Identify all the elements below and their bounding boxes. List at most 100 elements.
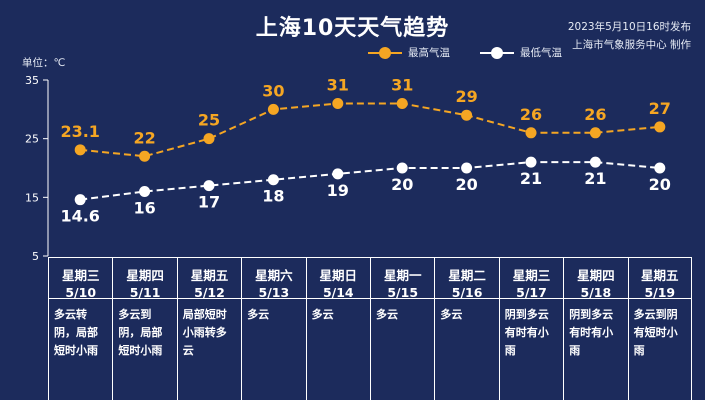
data-label-low: 16 [133, 198, 155, 217]
data-point-high [203, 133, 215, 145]
data-point-low [267, 174, 279, 186]
data-point-low [589, 156, 601, 168]
day-column: 星期五 5/12 局部短时小雨转多云 [176, 257, 241, 400]
data-label-high: 29 [455, 87, 477, 106]
date-label: 5/12 [194, 285, 225, 300]
date-label: 5/14 [322, 285, 354, 300]
date-label: 5/15 [387, 285, 419, 300]
data-point-high [396, 97, 408, 109]
weather-text: 多云 [440, 308, 463, 321]
legend-item-low: 最低气温 [480, 45, 562, 60]
data-label-high: 25 [198, 111, 220, 130]
publisher: 上海市气象服务中心 制作 [572, 39, 691, 51]
date-label: 5/16 [451, 285, 483, 300]
data-label-low: 20 [455, 175, 477, 194]
publish-time: 2023年5月10日16时发布 [567, 21, 691, 33]
data-point-low [332, 168, 344, 180]
weather-text: 多云到阴有短时小雨 [633, 308, 678, 357]
data-point-high [332, 97, 344, 109]
data-point-low [139, 185, 151, 197]
day-column: 星期五 5/19 多云到阴有短时小雨 [627, 257, 692, 400]
date-label: 5/10 [65, 285, 97, 300]
legend: 最高气温 最低气温 [368, 45, 592, 60]
day-column: 星期三 5/17 阴到多云有时有小雨 [498, 257, 563, 400]
y-tick-label: 25 [25, 133, 39, 146]
weekday-label: 星期三 [61, 268, 100, 283]
data-label-high: 31 [327, 75, 349, 94]
data-point-high [139, 150, 151, 162]
data-label-high: 30 [262, 81, 284, 100]
data-point-high [74, 144, 86, 156]
date-label: 5/19 [644, 285, 676, 300]
series-line-high [80, 102, 660, 158]
data-point-low [74, 194, 86, 206]
data-label-low: 20 [391, 175, 413, 194]
data-label-low: 21 [584, 169, 606, 188]
weather-text: 阴到多云有时有小雨 [569, 308, 614, 357]
data-label-high: 31 [391, 75, 413, 94]
data-label-low: 14.6 [60, 207, 99, 226]
data-point-low [203, 180, 215, 192]
y-tick-label: 35 [25, 74, 39, 87]
day-column: 星期四 5/18 阴到多云有时有小雨 [563, 257, 627, 400]
data-label-low: 18 [262, 187, 284, 206]
data-label-low: 20 [649, 175, 671, 194]
legend-symbol-low [480, 46, 514, 59]
data-label-low: 21 [520, 169, 542, 188]
weekday-label: 星期六 [255, 268, 293, 283]
data-point-low [396, 162, 408, 174]
data-point-high [461, 109, 473, 121]
weekday-label: 星期五 [641, 268, 679, 283]
data-point-high [654, 121, 666, 133]
day-column: 星期日 5/14 多云 [305, 257, 370, 400]
data-point-low [654, 162, 666, 174]
day-column: 星期三 5/10 多云转阴，局部短时小雨 [48, 257, 112, 400]
publish-info: 2023年5月10日16时发布 上海市气象服务中心 制作 [491, 18, 691, 54]
legend-label-high: 最高气温 [408, 47, 450, 59]
weekday-label: 星期四 [577, 268, 615, 283]
weekday-label: 星期五 [190, 268, 229, 283]
data-point-low [461, 162, 473, 174]
data-label-high: 26 [584, 105, 606, 124]
data-label-high: 26 [520, 105, 542, 124]
weekday-label: 星期二 [448, 268, 486, 283]
data-label-high: 23.1 [60, 122, 99, 141]
legend-label-low: 最低气温 [520, 47, 562, 59]
data-point-low [525, 156, 537, 168]
y-tick-label: 5 [32, 250, 39, 263]
weather-text: 局部短时小雨转多云 [182, 308, 227, 357]
data-label-low: 17 [198, 193, 220, 212]
weekday-label: 星期三 [512, 268, 551, 283]
forecast-table: 星期三 5/10 多云转阴，局部短时小雨 星期四 5/11 多云到阴，局部短时小雨 星期五 5… [48, 257, 692, 400]
data-label-high: 22 [133, 128, 155, 147]
y-tick-label: 15 [25, 191, 39, 204]
date-label: 5/11 [129, 285, 161, 300]
data-point-high [525, 127, 537, 139]
date-label: 5/18 [580, 285, 612, 300]
date-label: 5/17 [516, 285, 547, 300]
weekday-label: 星期四 [126, 268, 164, 283]
weekday-label: 星期一 [383, 268, 422, 283]
weather-text: 多云 [311, 308, 334, 321]
weekday-label: 星期日 [319, 268, 358, 283]
weather-text: 多云 [247, 308, 270, 321]
data-point-high [589, 127, 601, 139]
unit-label: 单位：℃ [22, 57, 66, 69]
data-label-high: 27 [649, 99, 671, 118]
date-label: 5/13 [258, 285, 290, 300]
day-column: 星期二 5/16 多云 [434, 257, 498, 400]
legend-symbol-high [368, 46, 402, 59]
day-column: 星期六 5/13 多云 [241, 257, 305, 400]
day-column: 星期四 5/11 多云到阴，局部短时小雨 [112, 257, 176, 400]
weather-text: 多云 [376, 308, 398, 321]
day-column: 星期一 5/15 多云 [370, 257, 434, 400]
weather-text: 多云转阴，局部短时小雨 [54, 308, 98, 357]
chart-title: 上海10天天气趋势 [255, 16, 450, 41]
series-line-low [80, 161, 660, 201]
weather-text: 多云到阴，局部短时小雨 [118, 308, 163, 357]
weather-text: 阴到多云有时有小雨 [504, 308, 549, 357]
data-label-low: 19 [327, 181, 349, 200]
data-point-high [267, 103, 279, 115]
legend-item-high: 最高气温 [368, 45, 450, 60]
